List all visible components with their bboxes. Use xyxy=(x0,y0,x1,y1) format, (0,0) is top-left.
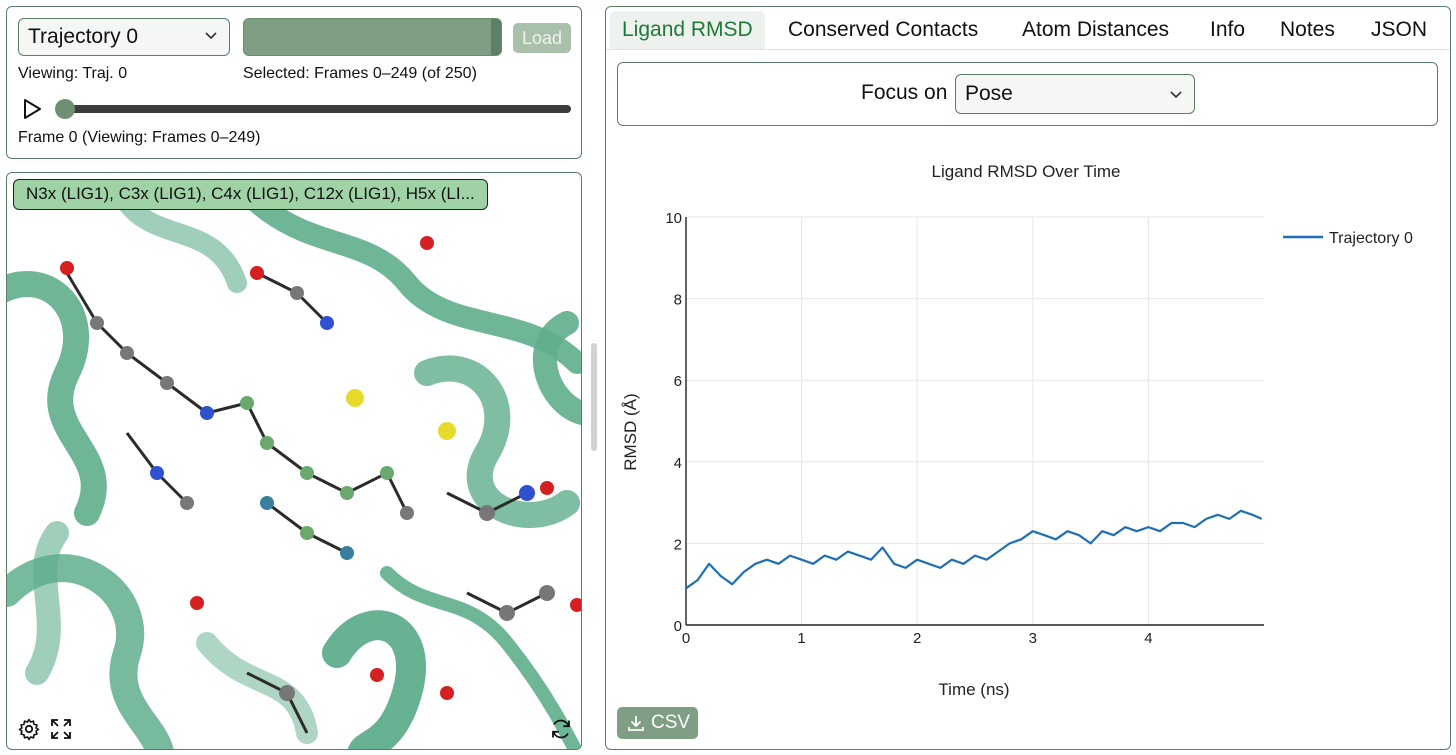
x-tick-label: 1 xyxy=(797,630,805,647)
download-csv-button[interactable]: CSV xyxy=(617,707,698,739)
tab-info[interactable]: Info xyxy=(1210,18,1246,41)
play-icon[interactable] xyxy=(21,98,43,120)
protein-ribbons xyxy=(7,182,581,749)
y-tick-label: 6 xyxy=(674,373,682,390)
selected-frames-label: Selected: Frames 0–249 (of 250) xyxy=(243,65,477,82)
focus-select[interactable]: Pose xyxy=(955,74,1195,114)
tab-notes[interactable]: Notes xyxy=(1280,18,1335,41)
x-tick-label: 2 xyxy=(913,630,921,647)
chart-grid xyxy=(686,216,1264,625)
chevron-down-icon xyxy=(1170,91,1182,99)
trajectory-controls-panel: Trajectory 0 Load Viewing: Traj. 0 Selec… xyxy=(6,6,582,159)
load-button[interactable]: Load xyxy=(513,23,571,53)
refresh-icon[interactable] xyxy=(549,717,573,741)
download-icon xyxy=(628,716,644,731)
gear-icon[interactable] xyxy=(17,717,41,741)
molecule-scene[interactable] xyxy=(7,173,582,750)
chart-title: Ligand RMSD Over Time xyxy=(932,162,1121,181)
x-tick-label: 4 xyxy=(1144,630,1152,647)
frame-slider-thumb[interactable] xyxy=(55,99,75,119)
frame-range-selector[interactable] xyxy=(243,18,502,56)
molecular-viewer[interactable]: N3x (LIG1), C3x (LIG1), C4x (LIG1), C12x… xyxy=(6,172,582,750)
selected-atoms-label: N3x (LIG1), C3x (LIG1), C4x (LIG1), C12x… xyxy=(13,179,488,210)
ligand-atoms xyxy=(60,236,581,701)
focus-select-value: Pose xyxy=(965,82,1013,105)
trajectory-select[interactable]: Trajectory 0 xyxy=(18,18,230,56)
series-line-trajectory-0 xyxy=(685,509,1263,590)
csv-label: CSV xyxy=(651,712,691,733)
panel-resize-handle[interactable] xyxy=(591,343,597,451)
legend-label-trajectory-0[interactable]: Trajectory 0 xyxy=(1329,230,1413,247)
viewing-label: Viewing: Traj. 0 xyxy=(18,65,128,82)
y-tick-label: 4 xyxy=(674,455,682,472)
focus-label: Focus on xyxy=(861,81,948,104)
chevron-down-icon xyxy=(205,32,217,40)
x-tick-label: 0 xyxy=(682,630,690,647)
analysis-panel: Ligand RMSD Conserved Contacts Atom Dist… xyxy=(605,6,1451,750)
analysis-tabs: Ligand RMSD Conserved Contacts Atom Dist… xyxy=(606,7,1450,50)
trajectory-select-value: Trajectory 0 xyxy=(28,25,139,48)
y-tick-label: 8 xyxy=(674,292,682,309)
tab-conserved-contacts[interactable]: Conserved Contacts xyxy=(788,18,979,41)
y-tick-label: 10 xyxy=(665,210,682,227)
y-axis-label: RMSD (Å) xyxy=(621,393,640,470)
focus-controls: Focus on Pose xyxy=(617,62,1438,126)
expand-icon[interactable] xyxy=(49,717,73,741)
range-handle[interactable] xyxy=(491,19,501,55)
tab-json[interactable]: JSON xyxy=(1371,18,1428,41)
tab-atom-distances[interactable]: Atom Distances xyxy=(1022,18,1170,41)
chart-ticks: 0 2 4 6 8 10 0 1 2 3 4 xyxy=(665,210,1152,647)
tab-ligand-rmsd[interactable]: Ligand RMSD xyxy=(610,11,765,49)
ligand-bonds xyxy=(65,271,548,734)
x-axis-label: Time (ns) xyxy=(938,680,1009,699)
chart-axes xyxy=(685,217,1264,626)
y-tick-label: 0 xyxy=(674,618,682,635)
frame-slider-track[interactable] xyxy=(63,105,571,113)
y-tick-label: 2 xyxy=(674,536,682,553)
x-tick-label: 3 xyxy=(1029,630,1037,647)
rmsd-chart[interactable]: Ligand RMSD Over Time 0 2 4 6 8 10 0 1 2 3 4 RMSD … xyxy=(606,147,1452,707)
frame-label: Frame 0 (Viewing: Frames 0–249) xyxy=(18,129,261,146)
